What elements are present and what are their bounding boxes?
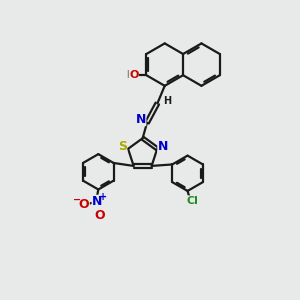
Text: Cl: Cl <box>186 196 198 206</box>
Text: S: S <box>118 140 127 153</box>
Text: N: N <box>135 112 146 126</box>
Text: N: N <box>158 140 168 153</box>
Text: +: + <box>99 191 107 202</box>
Text: −: − <box>73 194 81 205</box>
Text: O: O <box>129 70 138 80</box>
Text: N: N <box>92 195 103 208</box>
Text: O: O <box>79 198 89 211</box>
Text: H: H <box>163 95 171 106</box>
Text: O: O <box>94 209 105 222</box>
Text: H: H <box>126 70 134 80</box>
